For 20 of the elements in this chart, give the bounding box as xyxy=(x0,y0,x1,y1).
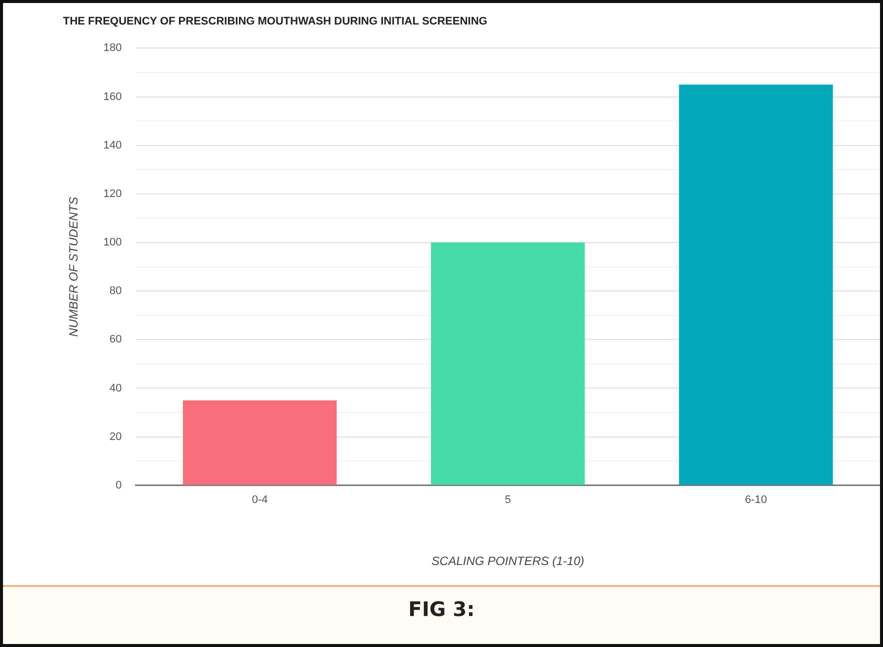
y-tick-label: 100 xyxy=(103,236,122,249)
x-tick-label: 5 xyxy=(504,494,511,506)
x-tick-label: 6-10 xyxy=(744,494,767,506)
y-tick-label: 160 xyxy=(103,90,122,103)
y-tick-label: 60 xyxy=(110,334,122,346)
y-tick-label: 20 xyxy=(110,430,122,443)
y-tick-label: 0 xyxy=(116,479,122,492)
y-tick-label: 120 xyxy=(103,188,122,200)
y-axis-title: NUMBER OF STUDENTS xyxy=(66,196,81,337)
bar xyxy=(430,242,585,485)
caption: FIG 3: xyxy=(3,585,880,644)
y-tick-label: 80 xyxy=(110,285,122,298)
bar xyxy=(679,84,833,485)
x-axis-title: SCALING POINTERS (1-10) xyxy=(432,554,584,568)
chart-title: THE FREQUENCY OF PRESCRIBING MOUTHWASH DURING INITIAL SCREENING xyxy=(63,16,488,28)
x-tick-label: 0-4 xyxy=(252,494,268,506)
y-tick-label: 180 xyxy=(103,42,122,54)
bar xyxy=(182,400,337,485)
y-tick-label: 140 xyxy=(103,139,122,152)
y-tick-label: 40 xyxy=(110,382,122,394)
